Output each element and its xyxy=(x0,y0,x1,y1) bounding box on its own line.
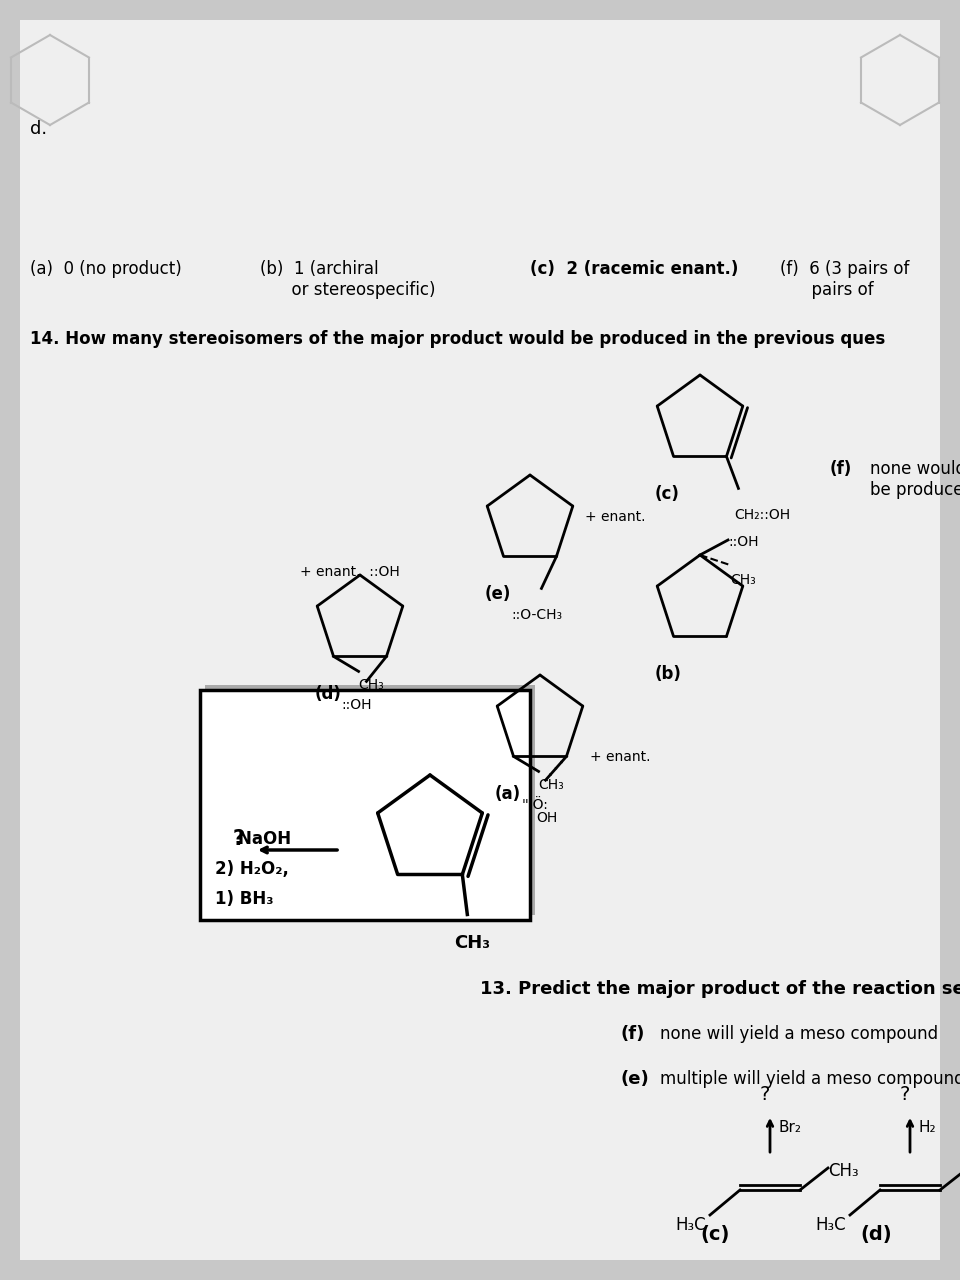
Text: (a)  0 (no product): (a) 0 (no product) xyxy=(30,260,181,278)
Text: (f): (f) xyxy=(830,460,852,477)
Text: ::OH: ::OH xyxy=(342,699,372,713)
Text: CH₃: CH₃ xyxy=(828,1162,858,1180)
Text: '''Ö:: '''Ö: xyxy=(521,799,548,813)
Text: OH: OH xyxy=(537,812,558,826)
Text: H₂: H₂ xyxy=(918,1120,936,1135)
Text: + enant.: + enant. xyxy=(585,509,645,524)
Text: + enant.: + enant. xyxy=(590,750,651,764)
Text: d.: d. xyxy=(30,120,47,138)
Text: multiple will yield a meso compound: multiple will yield a meso compound xyxy=(660,1070,960,1088)
Text: ?: ? xyxy=(900,1085,910,1103)
Text: + enant.  ::OH: + enant. ::OH xyxy=(300,564,399,579)
Text: (b)  1 (archiral
      or stereospecific): (b) 1 (archiral or stereospecific) xyxy=(260,260,436,298)
Text: ::OH: ::OH xyxy=(728,535,758,549)
Text: (e): (e) xyxy=(485,585,512,603)
Text: 13. Predict the major product of the reaction sequence below.: 13. Predict the major product of the rea… xyxy=(480,980,960,998)
Text: NaOH: NaOH xyxy=(215,829,291,847)
Text: none would
be produced: none would be produced xyxy=(870,460,960,499)
Text: 1) BH₃: 1) BH₃ xyxy=(215,890,274,908)
Text: 2) H₂O₂,: 2) H₂O₂, xyxy=(215,860,289,878)
Text: (b): (b) xyxy=(655,666,682,684)
Text: 14. How many stereoisomers of the major product would be produced in the previou: 14. How many stereoisomers of the major … xyxy=(30,330,885,348)
Text: ::O-CH₃: ::O-CH₃ xyxy=(512,608,563,622)
Text: (e): (e) xyxy=(620,1070,649,1088)
Bar xyxy=(205,685,535,915)
Text: CH₃: CH₃ xyxy=(539,778,564,792)
Text: (a): (a) xyxy=(495,785,521,803)
Text: CH₃: CH₃ xyxy=(454,934,491,952)
Text: ?: ? xyxy=(760,1085,770,1103)
Text: CH₃: CH₃ xyxy=(730,573,756,588)
Text: H₃C: H₃C xyxy=(815,1216,846,1234)
Text: (f)  6 (3 pairs of
      pairs of: (f) 6 (3 pairs of pairs of xyxy=(780,260,909,298)
Text: none will yield a meso compound: none will yield a meso compound xyxy=(660,1025,938,1043)
Bar xyxy=(200,690,530,920)
Text: (c): (c) xyxy=(655,485,680,503)
Text: (d): (d) xyxy=(315,685,342,703)
Text: (d): (d) xyxy=(860,1225,892,1244)
Text: Br₂: Br₂ xyxy=(778,1120,801,1135)
Text: (f): (f) xyxy=(620,1025,644,1043)
Text: (c)  2 (racemic enant.): (c) 2 (racemic enant.) xyxy=(530,260,738,278)
Text: ?: ? xyxy=(233,829,245,849)
Text: CH₃: CH₃ xyxy=(358,678,384,692)
Text: H₃C: H₃C xyxy=(675,1216,706,1234)
Text: (c): (c) xyxy=(700,1225,730,1244)
Text: CH₂::OH: CH₂::OH xyxy=(734,508,791,522)
